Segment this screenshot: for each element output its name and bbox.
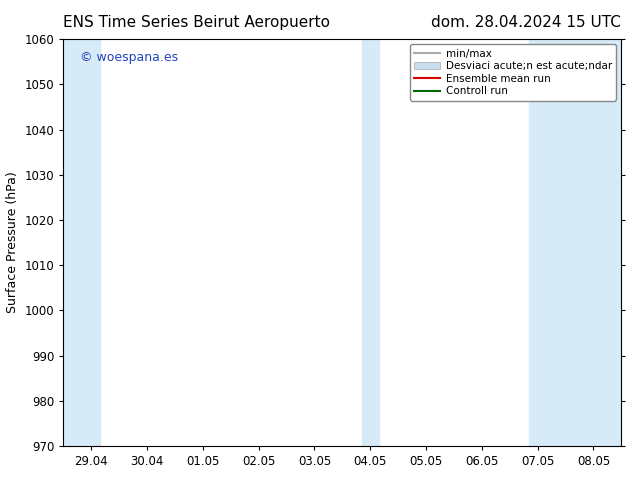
Bar [362, 39, 378, 446]
Text: © woespana.es: © woespana.es [80, 51, 178, 64]
Text: ENS Time Series Beirut Aeropuerto: ENS Time Series Beirut Aeropuerto [63, 15, 330, 30]
Bar [529, 39, 621, 446]
Y-axis label: Surface Pressure (hPa): Surface Pressure (hPa) [6, 172, 19, 314]
Legend: min/max, Desviaci acute;n est acute;ndar, Ensemble mean run, Controll run: min/max, Desviaci acute;n est acute;ndar… [410, 45, 616, 100]
Bar [63, 39, 100, 446]
Text: dom. 28.04.2024 15 UTC: dom. 28.04.2024 15 UTC [432, 15, 621, 30]
